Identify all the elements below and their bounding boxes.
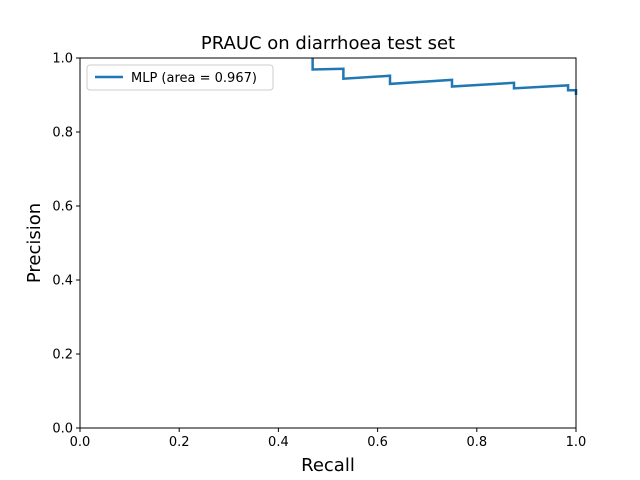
y-tick-label: 1.0 — [52, 52, 73, 67]
x-tick-label: 0.6 — [367, 435, 388, 450]
chart-title: PRAUC on diarrhoea test set — [201, 33, 455, 54]
y-axis-ticks: 0.0 0.2 0.4 0.6 0.8 1.0 — [52, 52, 80, 437]
y-tick-label: 0.0 — [52, 422, 73, 437]
x-tick-label: 0.8 — [466, 435, 487, 450]
plot-frame — [79, 57, 577, 429]
legend-box — [86, 64, 274, 91]
x-tick-label: 0.2 — [169, 435, 190, 450]
y-tick-label: 0.2 — [52, 348, 73, 363]
x-tick-label: 1.0 — [566, 435, 587, 450]
x-tick-label: 0.4 — [268, 435, 289, 450]
y-axis-label: Precision — [24, 203, 45, 283]
y-tick-label: 0.4 — [52, 274, 73, 289]
x-axis-ticks: 0.0 0.2 0.4 0.6 0.8 1.0 — [70, 428, 587, 450]
x-axis-label: Recall — [301, 455, 355, 476]
series-line — [311, 58, 578, 95]
y-tick-label: 0.6 — [52, 200, 73, 215]
y-tick-label: 0.8 — [52, 126, 73, 141]
plot-background — [80, 58, 576, 428]
legend: MLP (area = 0.967) — [86, 64, 274, 91]
x-tick-label: 0.0 — [70, 435, 91, 450]
series-layer — [311, 58, 578, 95]
legend-label: MLP (area = 0.967) — [131, 71, 257, 86]
